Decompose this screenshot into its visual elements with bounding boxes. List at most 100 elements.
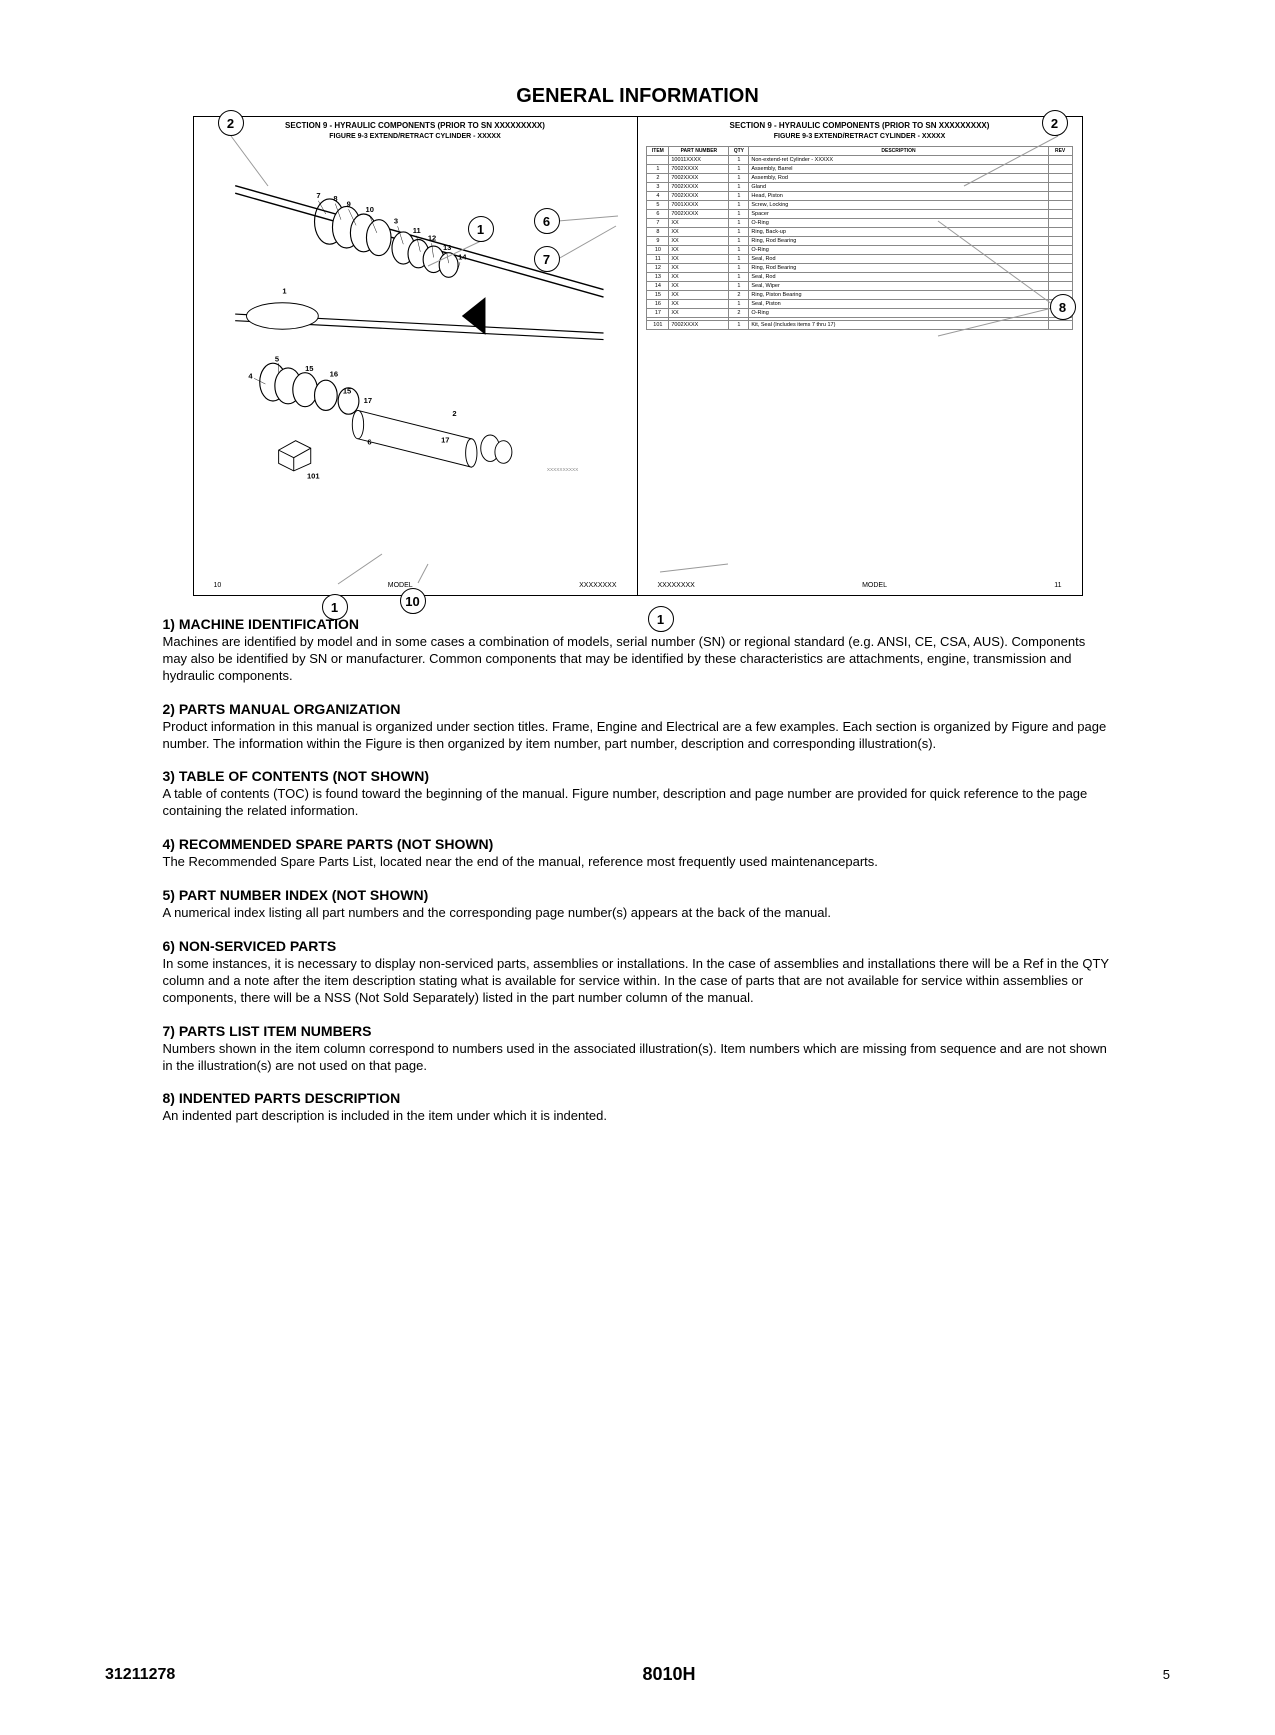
section-heading: 1) MACHINE IDENTIFICATION (163, 616, 1113, 632)
table-row: 17002XXXX1Assembly, Barrel (647, 165, 1072, 174)
svg-text:12: 12 (428, 234, 436, 243)
table-cell: Ring, Rod Bearing (749, 237, 1048, 246)
table-cell: 12 (647, 264, 669, 273)
svg-text:11: 11 (413, 226, 421, 235)
table-cell: 1 (729, 210, 749, 219)
table-cell: Gland (749, 183, 1048, 192)
table-cell: 1 (729, 201, 749, 210)
table-cell: 3 (647, 183, 669, 192)
table-cell (647, 156, 669, 165)
table-cell: 7 (647, 219, 669, 228)
table-cell: Spacer (749, 210, 1048, 219)
table-cell: Ring, Rod Bearing (749, 264, 1048, 273)
callout-1-bottom-left: 1 (322, 594, 348, 620)
table-row: 17XX2O-Ring (647, 309, 1072, 318)
table-cell (1048, 219, 1072, 228)
table-cell: 1 (729, 255, 749, 264)
table-cell: 10 (647, 246, 669, 255)
table-cell: 7002XXXX (669, 174, 729, 183)
table-cell (1048, 165, 1072, 174)
table-row: 1017002XXXX1Kit, Seal (Includes items 7 … (647, 321, 1072, 330)
table-cell: Seal, Wiper (749, 282, 1048, 291)
table-cell: XX (669, 291, 729, 300)
table-cell: 7002XXXX (669, 192, 729, 201)
table-cell (1048, 246, 1072, 255)
footer-page-number: 5 (1163, 1667, 1170, 1682)
table-row: 7XX1O-Ring (647, 219, 1072, 228)
table-header-cell: DESCRIPTION (749, 147, 1048, 156)
table-cell (1048, 255, 1072, 264)
table-cell (1048, 282, 1072, 291)
table-cell (1048, 183, 1072, 192)
table-header-cell: QTY (729, 147, 749, 156)
table-cell: O-Ring (749, 246, 1048, 255)
svg-text:1: 1 (283, 287, 287, 296)
table-header-cell: REV (1048, 147, 1072, 156)
table-cell: Assembly, Barrel (749, 165, 1048, 174)
table-cell: 1 (729, 219, 749, 228)
table-cell: 1 (729, 264, 749, 273)
callout-7: 7 (534, 246, 560, 272)
svg-text:17: 17 (364, 396, 372, 405)
table-cell: 9 (647, 237, 669, 246)
table-row: 16XX1Seal, Piston (647, 300, 1072, 309)
table-cell: Ring, Back-up (749, 228, 1048, 237)
table-header-cell: ITEM (647, 147, 669, 156)
table-cell (1048, 174, 1072, 183)
section-heading: 3) TABLE OF CONTENTS (NOT SHOWN) (163, 768, 1113, 784)
section-heading: 2) PARTS MANUAL ORGANIZATION (163, 701, 1113, 717)
table-cell (1048, 210, 1072, 219)
table-cell (1048, 273, 1072, 282)
callout-1-left: 1 (468, 216, 494, 242)
callout-2-top-left: 2 (218, 110, 244, 136)
section-text: A numerical index listing all part numbe… (163, 905, 1113, 922)
right-section-subtitle: FIGURE 9-3 EXTEND/RETRACT CYLINDER - XXX… (638, 133, 1082, 140)
text-content: 1) MACHINE IDENTIFICATIONMachines are id… (153, 616, 1123, 1125)
diagram-wrapper: 2 2 1 1 1 10 6 7 8 SECTION 9 - HYRAULIC … (138, 116, 1138, 596)
table-row: 27002XXXX1Assembly, Rod (647, 174, 1072, 183)
page-title: GENERAL INFORMATION (0, 85, 1275, 108)
table-row: 57001XXXX1Screw, Locking (647, 201, 1072, 210)
diagram-right-panel: SECTION 9 - HYRAULIC COMPONENTS (PRIOR T… (638, 117, 1082, 595)
callout-1-bottom-right: 1 (648, 606, 674, 632)
svg-text:15: 15 (305, 364, 313, 373)
table-cell: 2 (729, 291, 749, 300)
left-footer-code: XXXXXXXX (579, 582, 616, 589)
section-text: Numbers shown in the item column corresp… (163, 1041, 1113, 1075)
table-row: 12XX1Ring, Rod Bearing (647, 264, 1072, 273)
svg-text:5: 5 (275, 355, 279, 364)
svg-text:8: 8 (334, 194, 338, 203)
svg-text:7: 7 (317, 191, 321, 200)
section-heading: 5) PART NUMBER INDEX (NOT SHOWN) (163, 887, 1113, 903)
table-cell (1048, 156, 1072, 165)
table-cell: Seal, Rod (749, 255, 1048, 264)
table-cell: XX (669, 273, 729, 282)
table-cell: 1 (729, 300, 749, 309)
table-cell: 2 (729, 309, 749, 318)
svg-text:XXXXXXXXXX: XXXXXXXXXX (547, 467, 579, 473)
table-cell: 1 (729, 165, 749, 174)
table-cell: 1 (729, 228, 749, 237)
table-cell: 10011XXXX (669, 156, 729, 165)
svg-text:9: 9 (347, 200, 351, 209)
table-cell: 101 (647, 321, 669, 330)
page-footer: 31211278 8010H 5 (0, 1664, 1275, 1685)
table-row: 14XX1Seal, Wiper (647, 282, 1072, 291)
table-cell: XX (669, 282, 729, 291)
table-cell: O-Ring (749, 309, 1048, 318)
right-footer-model: MODEL (862, 582, 887, 589)
callout-10: 10 (400, 588, 426, 614)
table-row: 8XX1Ring, Back-up (647, 228, 1072, 237)
table-row: 10011XXXX1Non-extend-ret Cylinder - XXXX… (647, 156, 1072, 165)
table-cell (1048, 192, 1072, 201)
table-cell: XX (669, 246, 729, 255)
table-cell: XX (669, 255, 729, 264)
table-row: 13XX1Seal, Rod (647, 273, 1072, 282)
svg-text:6: 6 (368, 438, 372, 447)
table-cell: Kit, Seal (Includes items 7 thru 17) (749, 321, 1048, 330)
table-cell: 4 (647, 192, 669, 201)
table-cell: XX (669, 300, 729, 309)
svg-text:16: 16 (330, 370, 338, 379)
parts-table: ITEMPART NUMBERQTYDESCRIPTIONREV 10011XX… (646, 146, 1072, 330)
table-cell: 1 (729, 246, 749, 255)
